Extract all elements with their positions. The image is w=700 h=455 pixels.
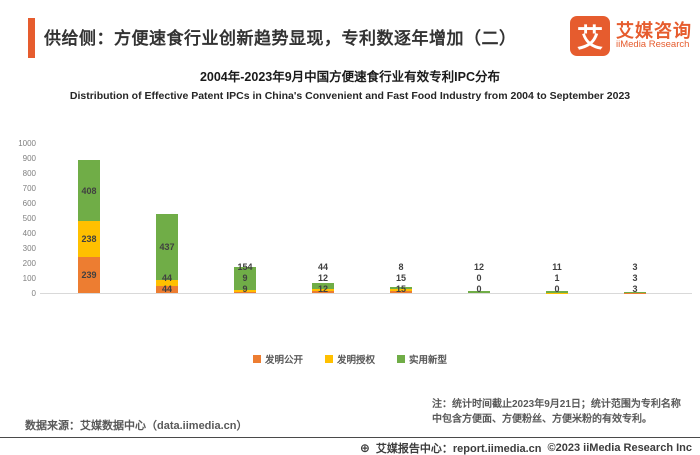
segment-utility-model [312, 282, 334, 290]
copyright: ©2023 iiMedia Research Inc [547, 442, 692, 454]
bar-value-label: 3 [632, 262, 638, 272]
bar-value-label: 15 [395, 284, 406, 294]
y-tick-label: 0 [31, 289, 36, 298]
segment-utility-model [234, 267, 256, 291]
bar-value-label: 12 [473, 262, 484, 272]
legend-swatch-icon [324, 355, 333, 363]
statistics-note: 注：统计时间截止2023年9月21日；统计范围为专利名称中包含方便面、方便粉丝、… [432, 399, 681, 425]
y-tick-label: 400 [22, 229, 36, 238]
bar-value-label: 3 [632, 273, 638, 283]
logo-icon: 艾 [570, 16, 610, 56]
y-tick-label: 1000 [18, 139, 36, 148]
segment-invention-published [156, 286, 178, 293]
footer-divider [0, 437, 700, 438]
segment-invention-granted [390, 288, 412, 291]
legend-label: 发明公开 [264, 355, 303, 366]
y-tick-label: 100 [22, 274, 36, 283]
bar-value-label: 44 [161, 273, 172, 283]
bar-value-label: 8 [398, 262, 404, 272]
y-tick-label: 900 [22, 154, 36, 163]
globe-icon: ⊕ [359, 441, 370, 455]
bar-value-label: 408 [81, 185, 97, 196]
y-tick-label: 500 [22, 214, 36, 223]
segment-utility-model [546, 291, 568, 293]
bar-value-label: 437 [159, 242, 175, 253]
y-tick-label: 300 [22, 244, 36, 253]
page-title: 供给侧：方便速食行业创新趋势显现，专利数逐年增加（二） [44, 29, 517, 48]
legend-item: 实用新型 [397, 352, 447, 366]
bar-value-label: 9 [242, 284, 248, 294]
report-center-link: 艾媒报告中心：report.iimedia.cn [375, 443, 542, 455]
bar-value-label: 0 [476, 273, 482, 283]
header: 供给侧：方便速食行业创新趋势显现，专利数逐年增加（二） 艾 艾媒咨询 iiMed… [0, 14, 700, 64]
segment-invention-published [312, 291, 334, 293]
chart-title-en: Distribution of Effective Patent IPCs in… [69, 90, 631, 102]
bar-value-label: 11 [552, 262, 562, 272]
bar-chart-plot: 239 238 408 44 44 437 9 9 154 12 12 44 15 15 8 0 0 12 0 1 11… [40, 143, 692, 294]
legend-item: 发明授权 [324, 352, 375, 366]
segment-invention-published [234, 291, 256, 293]
bar-value-label: 9 [242, 273, 248, 283]
segment-utility-model [468, 291, 490, 293]
chart-title-cn: 2004年-2023年9月中国方便速食行业有效专利IPC分布 [199, 70, 501, 84]
legend-swatch-icon [252, 355, 261, 363]
y-tick-label: 700 [22, 184, 36, 193]
y-tick-label: 200 [22, 259, 36, 268]
legend-swatch-icon [397, 355, 405, 363]
segment-invention-granted [156, 279, 178, 287]
accent-bar [28, 18, 35, 58]
data-source: 数据来源：艾媒数据中心（data.iimedia.cn） [25, 420, 248, 432]
bar-value-label: 15 [395, 273, 406, 283]
legend-item: 发明公开 [252, 352, 303, 366]
bar-value-label: 0 [554, 284, 560, 294]
bar-value-label: 0 [476, 284, 482, 294]
segment-utility-model [156, 214, 178, 280]
bar-value-label: 3 [632, 284, 638, 294]
segment-invention-granted [312, 289, 334, 292]
iimedia-logo: 艾 艾媒咨询 iiMedia Research [570, 16, 692, 56]
bar-value-label: 238 [81, 234, 97, 245]
segment-invention-published [78, 257, 100, 293]
y-axis: 0 100 200 300 400 500 600 700 800 900 1000 [6, 139, 36, 303]
y-tick-label: 800 [22, 169, 36, 178]
logo-name-en: iiMedia Research [616, 39, 690, 51]
bar-value-label: 12 [317, 284, 328, 294]
chart-legend: 发明公开 发明授权 实用新型 [0, 352, 700, 366]
segment-invention-published [390, 290, 412, 293]
logo-text: 艾媒咨询 iiMedia Research [616, 20, 692, 51]
segment-invention-granted [234, 290, 256, 292]
segment-utility-model [390, 287, 412, 289]
bar-value-label: 44 [317, 262, 328, 272]
bar-value-label: 154 [237, 262, 253, 272]
bar-value-label: 12 [317, 273, 328, 283]
segment-invention-granted [78, 221, 100, 258]
y-tick-label: 600 [22, 199, 36, 208]
legend-label: 发明授权 [336, 355, 375, 366]
segment-utility-model [78, 160, 100, 222]
bar-value-label: 44 [161, 284, 172, 294]
footer-bar: ⊕ 艾媒报告中心：report.iimedia.cn ©2023 iiMedia… [360, 440, 692, 455]
bar-value-label: 239 [81, 270, 97, 281]
legend-label: 实用新型 [409, 355, 448, 366]
bar-value-label: 1 [554, 273, 560, 283]
logo-name-cn: 艾媒咨询 [616, 20, 692, 41]
